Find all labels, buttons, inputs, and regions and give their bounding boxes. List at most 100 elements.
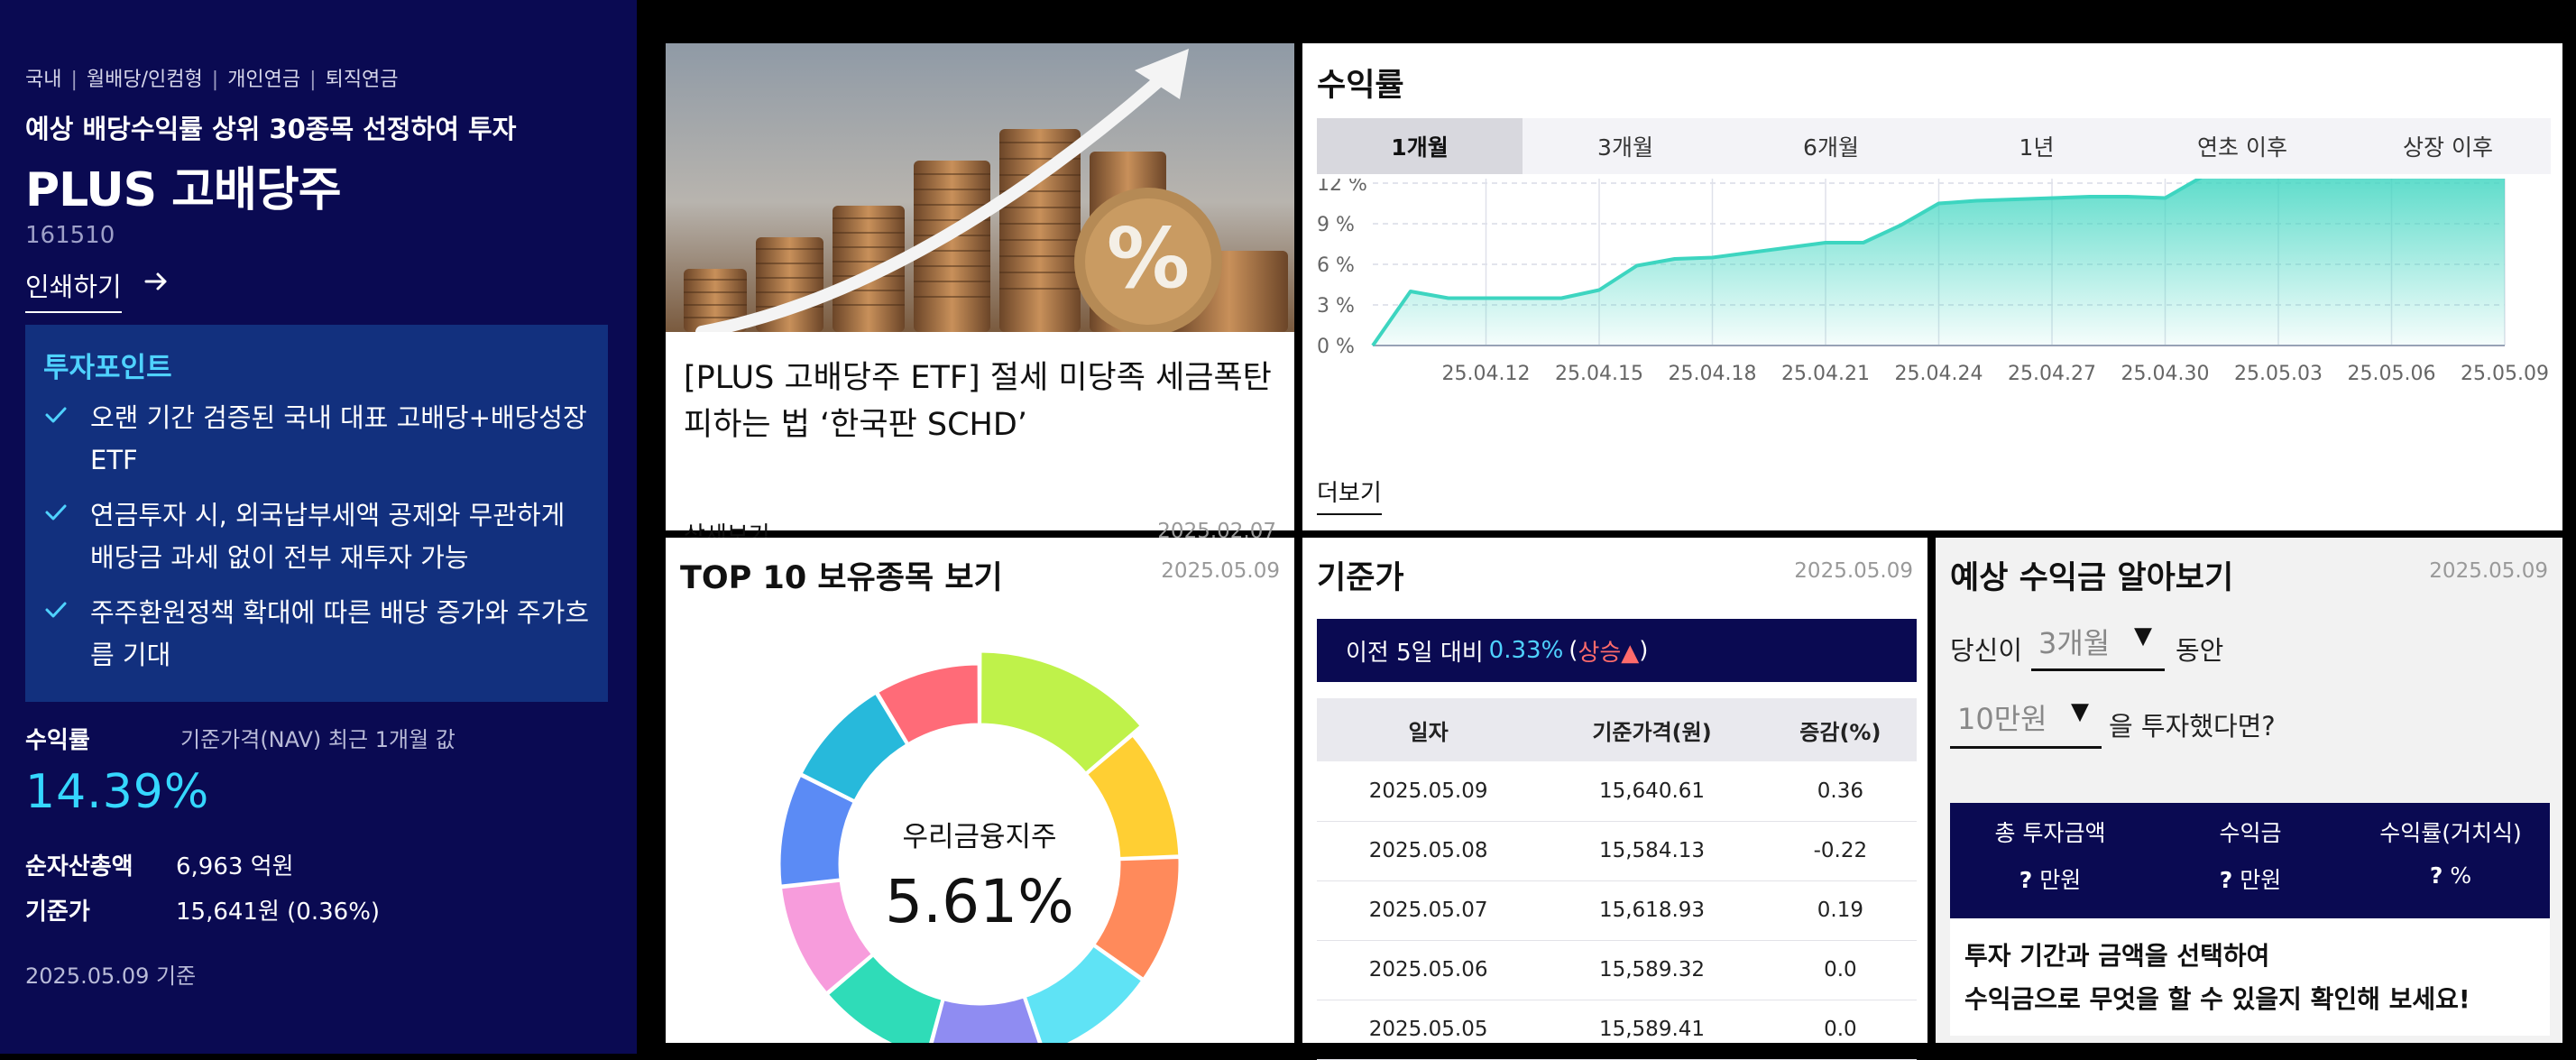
profit-value: ? — [2220, 867, 2233, 893]
x-tick-label: 25.04.30 — [2121, 363, 2210, 385]
category-domestic[interactable]: 국내 — [25, 69, 61, 91]
aum-value: 6,963 억원 — [176, 853, 294, 880]
arrow-right-icon[interactable] — [141, 266, 171, 304]
nav-compare-pct: 0.33% — [1489, 637, 1564, 664]
tab-6-months[interactable]: 6개월 — [1728, 118, 1934, 174]
check-icon — [43, 597, 69, 622]
amount-select[interactable]: 10만원 ▼ — [1950, 696, 2102, 749]
return-rate-label: 수익률(거치식) — [2379, 820, 2522, 846]
dropdown-triangle-icon: ▼ — [2071, 698, 2089, 725]
top10-holdings-panel: 우리금융지주 5.61% TOP 10 보유종목 보기 2025.05.09 — [666, 538, 1294, 1043]
total-investment-value: ? — [2019, 867, 2033, 893]
investment-point-text: 주주환원정책 확대에 따른 배당 증가와 주가흐름 기대 — [43, 592, 593, 677]
holdings-donut-chart[interactable]: 우리금융지주 5.61% — [666, 538, 1294, 1043]
profit-column: 수익금 ? 만원 — [2150, 816, 2351, 895]
nav-compare-banner: 이전 5일 대비 0.33% (상승▲) — [1317, 619, 1917, 682]
tab-1-month[interactable]: 1개월 — [1317, 118, 1523, 174]
tab-since-listing[interactable]: 상장 이후 — [2345, 118, 2551, 174]
base-date: 2025.05.09 기준 — [25, 958, 196, 990]
aum-label: 순자산총액 — [25, 848, 176, 881]
svg-text:%: % — [1107, 210, 1190, 307]
dropdown-triangle-icon: ▼ — [2134, 622, 2152, 650]
cell-nav: 15,589.41 — [1540, 1000, 1763, 1059]
y-tick-label: 3 % — [1317, 295, 1355, 318]
tab-1-year[interactable]: 1년 — [1934, 118, 2139, 174]
investment-points-title: 투자포인트 — [43, 345, 172, 385]
news-title[interactable]: [PLUS 고배당주 ETF] 절세 미당족 세금폭탄 피하는 법 ‘한국판 S… — [684, 355, 1279, 448]
nav-compare-close-paren: ) — [1639, 637, 1648, 664]
category-breadcrumb: 국내|월배당/인컴형|개인연금|퇴직연금 — [25, 63, 399, 92]
nav-compare-direction: 상승▲ — [1578, 634, 1639, 668]
tab-3-months[interactable]: 3개월 — [1523, 118, 1728, 174]
amount-select-value: 10만원 — [1957, 702, 2047, 736]
investment-point-text: 오랜 기간 검증된 국내 대표 고배당+배당성장 ETF — [43, 397, 593, 482]
x-tick-label: 25.04.27 — [2008, 363, 2096, 385]
y-tick-label: 12 % — [1317, 179, 1367, 196]
period-select[interactable]: 3개월 ▼ — [2031, 621, 2165, 671]
x-tick-label: 25.04.12 — [1442, 363, 1531, 385]
cell-nav: 15,640.61 — [1540, 761, 1763, 821]
investment-points-box: 투자포인트 오랜 기간 검증된 국내 대표 고배당+배당성장 ETF 연금투자 … — [25, 325, 608, 702]
x-tick-label: 25.04.15 — [1555, 363, 1643, 385]
holding-slice[interactable] — [928, 997, 1043, 1043]
calc-during-text: 동안 — [2176, 630, 2223, 668]
column-header-date: 일자 — [1317, 698, 1540, 761]
investment-point: 연금투자 시, 외국납부세액 공제와 무관하게 배당금 과세 없이 전부 재투자… — [43, 494, 593, 579]
column-header-nav: 기준가격(원) — [1540, 698, 1763, 761]
cell-date: 2025.05.06 — [1317, 940, 1540, 1000]
nav-label: 기준가 — [25, 893, 176, 926]
cell-change: -0.22 — [1764, 821, 1917, 880]
category-monthly-dividend[interactable]: 월배당/인컴형 — [87, 69, 203, 91]
category-retirement-pension[interactable]: 퇴직연금 — [326, 69, 399, 91]
return-rate-column: 수익률(거치식) ? % — [2351, 816, 2551, 889]
cell-date: 2025.05.05 — [1317, 1000, 1540, 1059]
x-tick-label: 25.04.21 — [1781, 363, 1870, 385]
period-select-value: 3개월 — [2038, 626, 2110, 660]
nav-compare-prefix: 이전 5일 대비 — [1346, 634, 1484, 668]
cell-date: 2025.05.07 — [1317, 880, 1540, 940]
x-tick-label: 25.04.24 — [1895, 363, 1983, 385]
cell-nav: 15,589.32 — [1540, 940, 1763, 1000]
investment-point: 오랜 기간 검증된 국내 대표 고배당+배당성장 ETF — [43, 397, 593, 482]
return-value: 14.39% — [25, 765, 209, 819]
calc-message: 투자 기간과 금액을 선택하여 수익금으로 무엇을 할 수 있을지 확인해 보세… — [1950, 918, 2550, 1036]
news-card[interactable]: % [PLUS 고배당주 ETF] 절세 미당족 세금폭탄 피하는 법 ‘한국판… — [666, 43, 1294, 530]
top10-date: 2025.05.09 — [1161, 559, 1280, 583]
nav-value: 15,641원 (0.36%) — [176, 899, 380, 926]
x-tick-label: 25.05.09 — [2461, 363, 2549, 385]
x-tick-label: 25.04.18 — [1669, 363, 1757, 385]
nav-compare-open-paren: ( — [1569, 637, 1578, 664]
news-thumbnail-image[interactable]: % — [666, 43, 1294, 332]
fund-name: PLUS 고배당주 — [25, 152, 341, 219]
return-rate-unit: % — [2450, 862, 2471, 889]
nav-panel-title: 기준가 — [1317, 552, 1404, 598]
cell-nav: 15,618.93 — [1540, 880, 1763, 940]
investment-point-text: 연금투자 시, 외국납부세액 공제와 무관하게 배당금 과세 없이 전부 재투자… — [43, 494, 593, 579]
y-tick-label: 0 % — [1317, 336, 1355, 358]
column-header-change: 증감(%) — [1764, 698, 1917, 761]
category-personal-pension[interactable]: 개인연금 — [227, 69, 300, 91]
donut-center-name: 우리금융지주 — [902, 821, 1056, 853]
donut-center-value: 5.61% — [885, 867, 1074, 936]
return-more-link[interactable]: 더보기 — [1317, 475, 1382, 515]
print-button[interactable]: 인쇄하기 — [25, 266, 122, 313]
return-rate-value: ? — [2430, 862, 2443, 889]
profit-label: 수익금 — [2219, 820, 2281, 846]
cell-date: 2025.05.08 — [1317, 821, 1540, 880]
y-tick-label: 9 % — [1317, 214, 1355, 236]
cell-nav: 15,584.13 — [1540, 821, 1763, 880]
table-header-row: 일자 기준가격(원) 증감(%) — [1317, 698, 1917, 761]
cell-change: 0.0 — [1764, 940, 1917, 1000]
tab-ytd[interactable]: 연초 이후 — [2139, 118, 2345, 174]
y-tick-label: 6 % — [1317, 254, 1355, 277]
calc-prefix-text: 당신이 — [1950, 630, 2022, 668]
top10-title: TOP 10 보유종목 보기 — [680, 552, 1003, 598]
total-investment-unit: 만원 — [2039, 867, 2081, 893]
calc-result-box: 총 투자금액 ? 만원 수익금 ? 만원 수익률(거치식) ? % — [1950, 803, 2550, 918]
total-investment-column: 총 투자금액 ? 만원 — [1950, 816, 2150, 895]
